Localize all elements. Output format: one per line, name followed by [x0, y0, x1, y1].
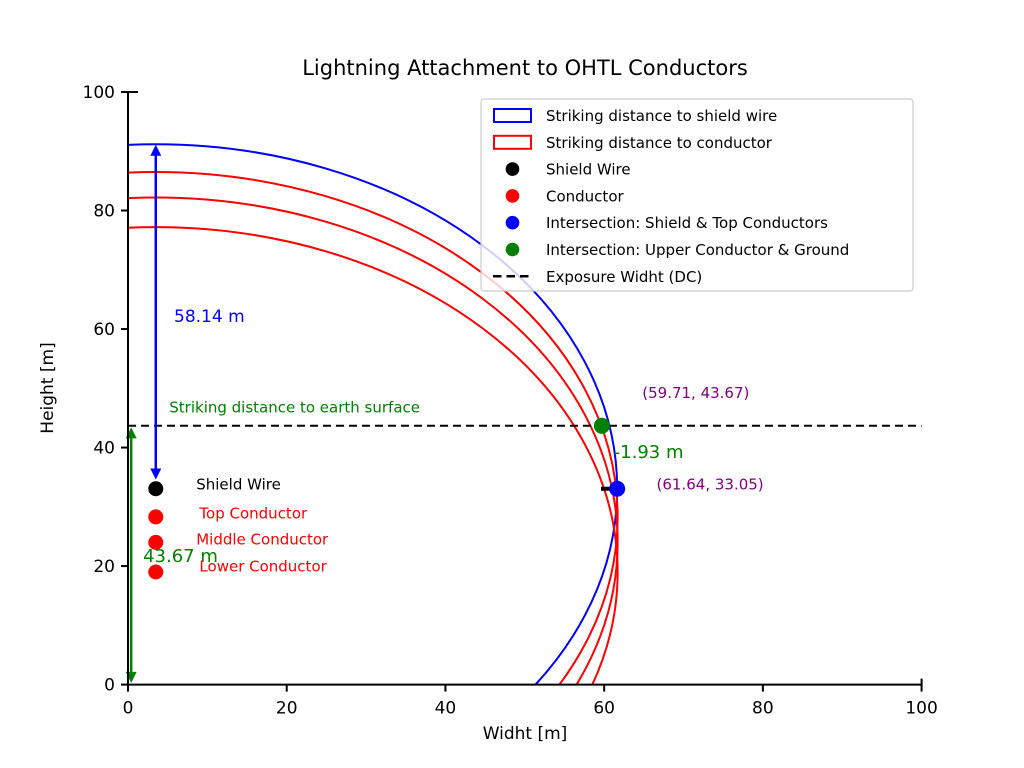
- legend-swatch-dot: [505, 162, 520, 176]
- legend-swatch-rect: [493, 108, 532, 123]
- y-axis-label: Height [m]: [38, 342, 58, 434]
- label-shield-wire: Shield Wire: [196, 476, 281, 494]
- y-tick-label: 60: [93, 320, 115, 340]
- x-tick-label: 80: [752, 699, 774, 719]
- legend-swatch-dot: [505, 242, 520, 257]
- legend-item: Conductor: [505, 187, 624, 205]
- label-middle-conductor: Middle Conductor: [196, 531, 329, 549]
- legend-swatch-dot: [505, 215, 520, 230]
- label-earth-striking-distance: 43.67 m: [143, 546, 218, 567]
- shield-wire-dot: [148, 481, 164, 497]
- y-tick-label: 40: [93, 439, 115, 459]
- label-shield-striking-distance: 58.14 m: [174, 307, 245, 327]
- legend-item-label: Intersection: Upper Conductor & Ground: [546, 241, 849, 259]
- chart-title: Lightning Attachment to OHTL Conductors: [302, 56, 748, 80]
- label-lower-conductor: Lower Conductor: [199, 557, 327, 575]
- intersection-upper-conductor-ground-dot: [593, 417, 610, 434]
- intersection-shield-top-conductors-dot: [609, 480, 626, 497]
- label-top-conductor: Top Conductor: [198, 505, 308, 523]
- top-conductor-dot: [148, 509, 164, 525]
- legend-item: Exposure Widht (DC): [493, 268, 702, 286]
- y-tick-label: 80: [93, 202, 115, 222]
- legend-item-label: Exposure Widht (DC): [546, 268, 702, 286]
- x-tick-label: 20: [276, 699, 298, 719]
- shield-striking-distance-arrow: [150, 144, 162, 480]
- legend-item-label: Shield Wire: [546, 161, 631, 179]
- legend-swatch-dot: [505, 189, 520, 203]
- y-tick-label: 0: [104, 676, 115, 696]
- legend-item-label: Striking distance to shield wire: [546, 107, 777, 125]
- legend-item-label: Conductor: [546, 187, 624, 205]
- y-tick-label: 20: [93, 557, 115, 577]
- legend-item-label: Intersection: Shield & Top Conductors: [546, 214, 828, 232]
- lower-conductor-dot: [148, 564, 164, 580]
- label-intersection-shield: (61.64, 33.05): [657, 476, 764, 494]
- label-earth-striking-line: Striking distance to earth surface: [169, 399, 420, 417]
- label-exposure-width: -1.93 m: [614, 442, 684, 463]
- x-axis-label: Widht [m]: [482, 724, 568, 744]
- legend-item-label: Striking distance to conductor: [546, 134, 773, 152]
- legend-item: Striking distance to conductor: [493, 134, 773, 152]
- legend-item: Shield Wire: [505, 161, 631, 179]
- legend-item: Striking distance to shield wire: [493, 107, 777, 125]
- x-tick-label: 100: [905, 699, 937, 719]
- x-tick-label: 0: [123, 699, 134, 719]
- middle-conductor-dot: [148, 534, 164, 550]
- legend-item: Intersection: Shield & Top Conductors: [505, 214, 828, 232]
- legend-item: Intersection: Upper Conductor & Ground: [505, 241, 849, 259]
- y-tick-label: 100: [83, 83, 115, 103]
- legend-box: [480, 98, 914, 292]
- x-tick-label: 60: [593, 699, 615, 719]
- shield-striking-distance-arrow-head-down: [150, 468, 162, 480]
- shield-striking-distance-arrow-head-up: [150, 144, 162, 156]
- legend-swatch-rect: [493, 134, 532, 150]
- x-tick-label: 40: [435, 699, 457, 719]
- label-intersection-ground: (59.71, 43.67): [642, 384, 749, 402]
